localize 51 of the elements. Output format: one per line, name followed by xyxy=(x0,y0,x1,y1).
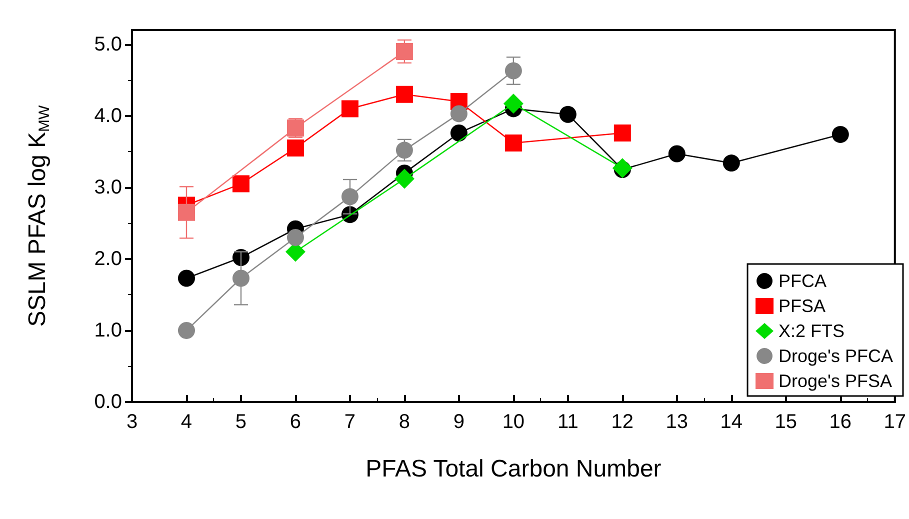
x-tick-label: 14 xyxy=(720,411,743,433)
point xyxy=(232,270,250,287)
x-tick-label: 13 xyxy=(666,411,688,433)
legend-label: X:2 FTS xyxy=(778,321,845,341)
point xyxy=(178,204,195,221)
point xyxy=(614,124,631,142)
y-tick-label: 2.0 xyxy=(94,248,122,270)
point xyxy=(394,168,414,189)
x-tick-label: 16 xyxy=(829,411,852,433)
legend-label: Droge's PFSA xyxy=(778,371,892,391)
point xyxy=(396,86,413,103)
point xyxy=(559,106,576,123)
point xyxy=(668,145,686,162)
y-tick-label: 3.0 xyxy=(94,176,122,198)
x-tick-label: 9 xyxy=(453,411,465,433)
point xyxy=(178,322,195,339)
x-tick-label: 12 xyxy=(611,411,634,433)
point xyxy=(722,154,740,172)
point xyxy=(450,124,468,142)
point xyxy=(286,228,304,246)
point xyxy=(286,140,304,157)
point xyxy=(341,100,358,118)
x-tick-label: 8 xyxy=(398,411,410,433)
x-tick-label: 17 xyxy=(884,411,906,433)
point xyxy=(504,134,522,152)
y-axis-title: SSLM PFAS log KMW xyxy=(24,104,53,327)
legend-label: Droge's PFCA xyxy=(778,346,893,366)
y-tick-label: 1.0 xyxy=(94,319,122,342)
legend-label: PFCA xyxy=(778,271,827,291)
point xyxy=(232,175,250,192)
x-tick-label: 10 xyxy=(502,411,525,433)
point xyxy=(832,126,849,143)
x-tick-label: 3 xyxy=(126,411,138,433)
x-tick-label: 4 xyxy=(180,411,192,433)
point xyxy=(178,270,195,287)
legend-label: PFSA xyxy=(778,296,826,316)
point xyxy=(341,188,358,206)
x-tick-label: 11 xyxy=(558,411,578,433)
y-tick-label: 5.0 xyxy=(94,33,122,56)
y-tick-label: 4.0 xyxy=(94,104,122,127)
x-axis-title: PFAS Total Carbon Number xyxy=(366,456,662,482)
x-tick-label: 15 xyxy=(774,411,798,433)
y-tick-label: 0.0 xyxy=(94,391,122,413)
x-tick-label: 5 xyxy=(235,411,247,433)
point xyxy=(504,62,522,80)
x-tick-label: 7 xyxy=(344,411,356,433)
point xyxy=(503,94,524,114)
x-tick-label: 6 xyxy=(290,411,302,433)
point xyxy=(396,142,413,159)
point xyxy=(396,42,413,60)
point xyxy=(450,105,468,122)
